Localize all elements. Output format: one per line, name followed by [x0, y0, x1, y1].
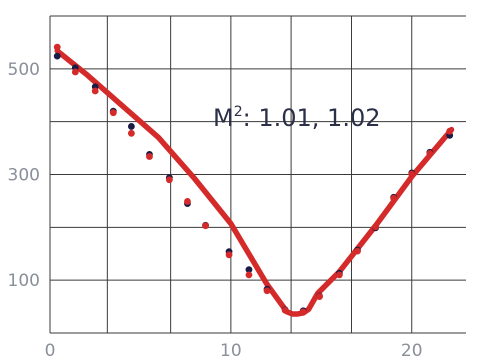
x-tick-labels: 0 10 20: [45, 341, 423, 360]
data-point: [281, 306, 289, 314]
data-points: [53, 43, 454, 316]
data-point: [354, 247, 361, 255]
m2-annotation-values: : 1.01, 1.02: [243, 104, 381, 132]
data-point: [225, 251, 233, 259]
data-point: [146, 153, 153, 160]
data-point: [53, 52, 61, 60]
data-point: [408, 170, 416, 178]
data-point: [245, 266, 253, 273]
data-point: [372, 223, 379, 231]
x-tick-label: 20: [401, 341, 423, 360]
m2-annotation-superscript: 2: [234, 104, 243, 120]
x-tick-label: 0: [45, 341, 56, 360]
x-tick-label: 10: [220, 341, 242, 360]
m2-annotation-base: M: [213, 104, 234, 132]
data-point: [446, 127, 454, 135]
data-point: [53, 43, 61, 51]
data-point: [316, 293, 323, 300]
data-point: [91, 87, 99, 95]
data-point: [245, 271, 253, 279]
y-tick-labels: 100 300 500: [8, 60, 40, 291]
y-tick-label: 300: [8, 166, 40, 186]
y-tick-label: 500: [8, 60, 40, 80]
fit-line-path: [54, 48, 455, 317]
data-point: [165, 176, 173, 184]
data-point: [184, 198, 191, 205]
m2-annotation: M2: 1.01, 1.02: [213, 104, 381, 132]
data-point: [299, 308, 307, 316]
data-point: [202, 222, 209, 230]
data-point: [335, 271, 343, 279]
grid: [49, 15, 466, 334]
data-point: [127, 129, 135, 137]
data-point: [426, 149, 434, 157]
data-point: [71, 68, 79, 76]
fit-line: [54, 48, 455, 317]
y-tick-label: 100: [8, 271, 40, 291]
data-point: [263, 287, 271, 295]
data-point: [109, 109, 117, 117]
data-point: [127, 123, 135, 130]
data-point: [390, 194, 398, 202]
